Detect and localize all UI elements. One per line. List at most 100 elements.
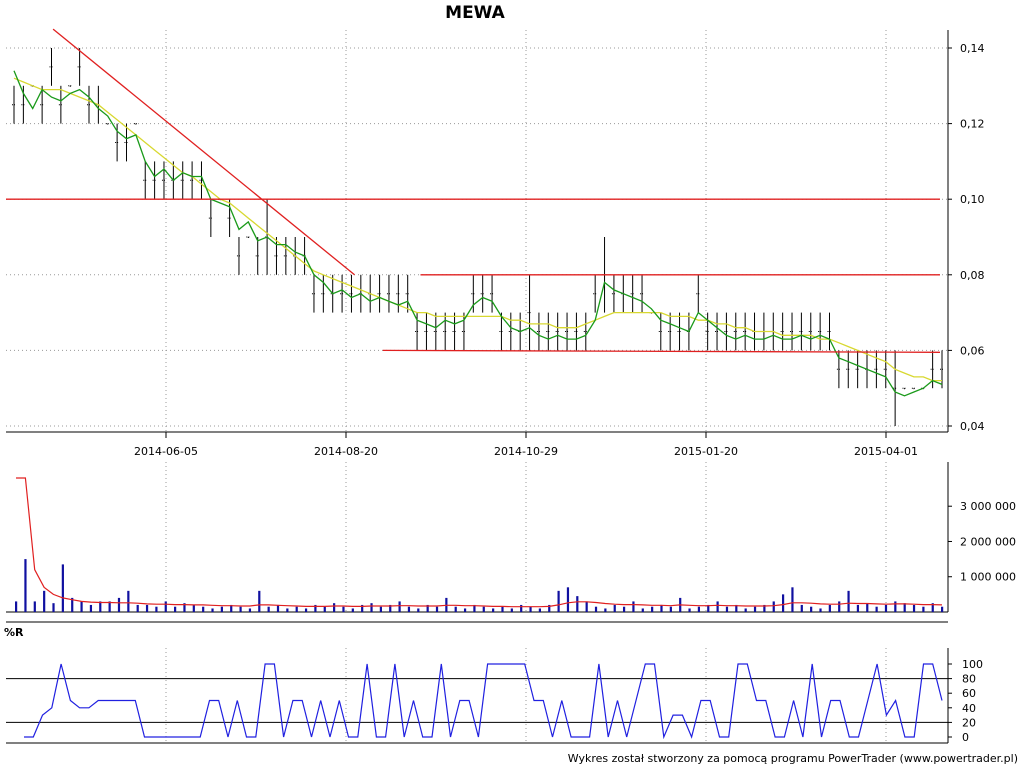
volume-bar [594, 606, 598, 612]
volume-bar [707, 604, 710, 612]
price-panel: 0,14 0,12 0,10 0,08 0,06 0,04 2014-06-05 2014-0… [6, 28, 985, 458]
volume-bar [912, 604, 916, 612]
volume-bar [145, 604, 149, 612]
volume-bar [361, 604, 364, 612]
volume-bar [613, 604, 616, 612]
volume-bar [127, 590, 130, 612]
volume-bar [763, 604, 766, 612]
volume-bar [838, 601, 841, 612]
volume-bar [828, 604, 831, 612]
volume-bar [744, 608, 747, 612]
volume-bar [566, 587, 570, 612]
volume-bar [248, 608, 252, 612]
volume-bar [894, 601, 897, 612]
volume-bar [622, 606, 626, 612]
volume-bar [435, 606, 439, 612]
price-x-tick-label: 2014-08-20 [314, 445, 378, 458]
price-x-tick-label: 2015-04-01 [854, 445, 918, 458]
volume-bar [800, 604, 803, 612]
volume-bar [99, 601, 102, 612]
volume-bar [931, 603, 934, 612]
volume-bar [258, 590, 261, 612]
volume-bar [304, 608, 308, 612]
volume-bar [697, 606, 701, 612]
volume-bar [136, 604, 139, 612]
trend-line [52, 28, 355, 276]
volume-panel: 3 000 000 2 000 000 1 000 000 [6, 462, 1016, 613]
price-y-tick-label: 0,04 [960, 420, 985, 433]
price-y-tick-label: 0,14 [960, 42, 985, 55]
volume-bar [426, 604, 429, 612]
support-line [382, 349, 941, 353]
volume-bar [847, 590, 850, 612]
volume-bar [585, 601, 588, 612]
volume-bar [454, 606, 457, 612]
williams-r-label: %R [4, 626, 24, 639]
volume-bar [52, 603, 55, 612]
volume-bar [529, 606, 532, 612]
volume-bar [155, 606, 158, 612]
volume-bar [660, 604, 663, 612]
volume-bar [576, 596, 579, 612]
volume-bar [61, 564, 64, 612]
volume-bar [492, 608, 495, 612]
volume-bar [510, 608, 513, 612]
volume-bar [398, 601, 401, 612]
volume-bar [473, 604, 476, 612]
wr-y-tick-label: 0 [962, 731, 969, 744]
volume-bar [735, 604, 738, 612]
volume-bar [211, 608, 214, 612]
volume-bar [922, 606, 925, 612]
wr-y-tick-label: 40 [962, 702, 976, 715]
volume-bar [903, 603, 906, 612]
volume-bar [772, 601, 775, 612]
volume-bar [407, 606, 411, 612]
volume-bar [884, 604, 888, 612]
volume-bar [941, 606, 944, 612]
volume-bar [501, 606, 504, 612]
volume-bar [117, 597, 121, 612]
volume-bar [286, 608, 289, 612]
volume-bar [230, 604, 233, 612]
volume-bar [323, 606, 326, 612]
volume-bar [89, 604, 93, 612]
ma-short-line [13, 70, 943, 397]
volume-bar [520, 604, 523, 612]
volume-bar [379, 606, 382, 612]
wr-y-tick-label: 100 [962, 658, 983, 671]
volume-bar [538, 608, 541, 612]
volume-bar [267, 606, 270, 612]
volume-bar [791, 587, 794, 612]
price-y-tick-label: 0,06 [960, 344, 985, 357]
volume-bar [482, 606, 485, 612]
volume-bar [781, 594, 785, 612]
volume-bar [276, 604, 280, 612]
volume-bar [725, 606, 729, 612]
volume-bar [174, 606, 177, 612]
volume-bar [856, 604, 860, 612]
price-x-tick-label: 2014-06-05 [134, 445, 198, 458]
volume-bar [192, 604, 195, 612]
volume-bar [463, 608, 467, 612]
wr-y-tick-label: 80 [962, 673, 976, 686]
price-x-tick-label: 2015-01-20 [674, 445, 738, 458]
volume-bar [688, 608, 691, 612]
volume-y-tick-label: 2 000 000 [960, 535, 1016, 548]
volume-bar [33, 601, 36, 612]
wr-y-tick-label: 60 [962, 687, 976, 700]
volume-bar [557, 590, 560, 612]
volume-bar [183, 603, 186, 612]
price-y-tick-label: 0,12 [960, 118, 985, 131]
volume-bar [632, 601, 635, 612]
volume-bar [15, 601, 18, 612]
volume-bar [389, 604, 392, 612]
volume-bar [342, 606, 345, 612]
volume-bar [43, 590, 46, 612]
volume-bar [875, 606, 878, 612]
credit-text: Wykres został stworzony za pomocą progra… [568, 752, 1018, 765]
volume-bar [220, 606, 223, 612]
price-y-tick-label: 0,08 [960, 269, 985, 282]
volume-bar [810, 606, 813, 612]
